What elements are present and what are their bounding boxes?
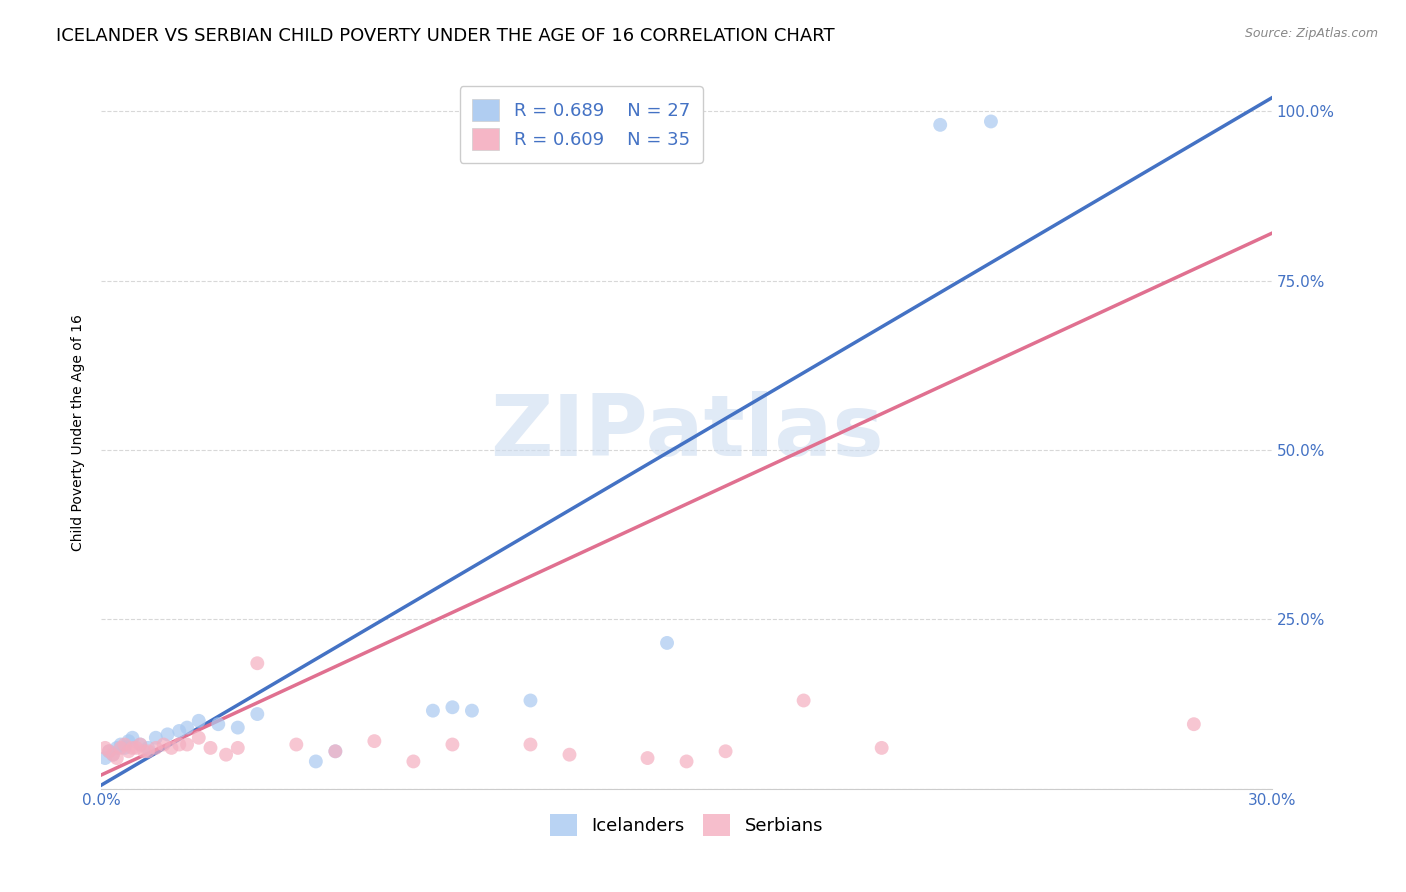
Point [156, 727, 179, 741]
Point [187, 731, 209, 745]
Point [305, 755, 328, 769]
Point [422, 704, 444, 718]
Point [136, 740, 159, 755]
Point [167, 723, 190, 738]
Point [929, 118, 952, 132]
Text: Source: ZipAtlas.com: Source: ZipAtlas.com [1244, 27, 1378, 40]
Point [160, 740, 183, 755]
Point [285, 738, 308, 752]
Point [558, 747, 581, 762]
Point [246, 706, 269, 721]
Point [94, 740, 117, 755]
Point [176, 738, 198, 752]
Point [519, 738, 541, 752]
Point [402, 755, 425, 769]
Point [200, 740, 222, 755]
Point [215, 747, 238, 762]
Point [980, 114, 1002, 128]
Point [94, 751, 117, 765]
Point [226, 721, 249, 735]
Point [655, 636, 678, 650]
Point [152, 738, 174, 752]
Point [98, 744, 121, 758]
Point [101, 747, 124, 762]
Point [363, 734, 385, 748]
Legend: Icelanders, Serbians: Icelanders, Serbians [543, 807, 830, 844]
Point [441, 700, 464, 714]
Point [461, 704, 484, 718]
Point [125, 740, 148, 755]
Point [207, 717, 229, 731]
Point [226, 740, 249, 755]
Text: ICELANDER VS SERBIAN CHILD POVERTY UNDER THE AGE OF 16 CORRELATION CHART: ICELANDER VS SERBIAN CHILD POVERTY UNDER… [56, 27, 835, 45]
Point [114, 738, 136, 752]
Point [136, 744, 159, 758]
Point [176, 721, 198, 735]
Point [145, 740, 167, 755]
Point [117, 744, 139, 758]
Point [121, 740, 143, 755]
Y-axis label: Child Poverty Under the Age of 16: Child Poverty Under the Age of 16 [72, 315, 86, 551]
Point [870, 740, 893, 755]
Point [675, 755, 697, 769]
Point [110, 740, 132, 755]
Point [105, 740, 128, 755]
Point [519, 693, 541, 707]
Point [129, 738, 152, 752]
Point [134, 744, 156, 758]
Point [145, 731, 167, 745]
Point [129, 738, 152, 752]
Point [637, 751, 659, 765]
Point [714, 744, 737, 758]
Point [187, 714, 209, 728]
Point [98, 744, 121, 758]
Point [110, 738, 132, 752]
Point [325, 744, 347, 758]
Point [793, 693, 815, 707]
Point [114, 740, 136, 755]
Point [101, 747, 124, 762]
Point [117, 734, 139, 748]
Text: ZIPatlas: ZIPatlas [489, 392, 883, 475]
Point [246, 657, 269, 671]
Point [105, 751, 128, 765]
Point [121, 731, 143, 745]
Point [441, 738, 464, 752]
Point [167, 738, 190, 752]
Point [1182, 717, 1205, 731]
Point [325, 744, 347, 758]
